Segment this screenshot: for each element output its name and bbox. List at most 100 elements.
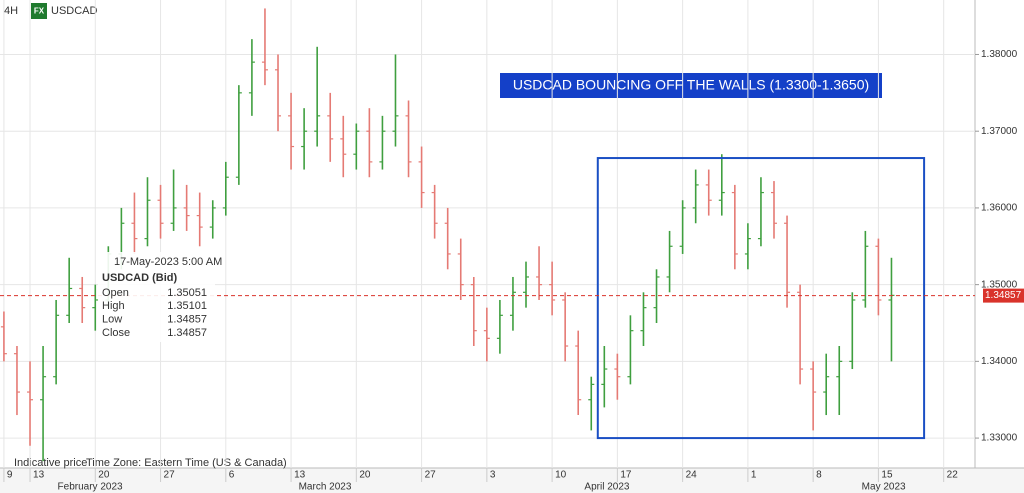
ohlc-bar bbox=[66, 257, 73, 323]
ohlc-bar bbox=[327, 92, 334, 162]
ohlc-bar bbox=[431, 184, 438, 239]
x-tick-label: 3 bbox=[490, 470, 496, 481]
ohlc-bar bbox=[418, 146, 425, 208]
ohlc-bar bbox=[248, 39, 255, 116]
ohlc-bar bbox=[0, 311, 7, 362]
symbol: USDCAD bbox=[51, 5, 98, 17]
ohlc-bar bbox=[509, 276, 516, 331]
range-box bbox=[596, 157, 926, 440]
ohlc-bar bbox=[366, 108, 373, 178]
x-tick-label: 15 bbox=[881, 470, 893, 481]
ohlc-bar bbox=[53, 299, 60, 385]
ohlc-bar bbox=[627, 315, 634, 385]
footer-note: Time Zone: Eastern Time (US & Canada) bbox=[86, 457, 287, 469]
ohlc-bar bbox=[496, 299, 503, 354]
y-tick-label: 1.33000 bbox=[981, 433, 1018, 444]
ohlc-bar bbox=[862, 230, 869, 308]
ohlc-bar bbox=[261, 8, 268, 86]
plot bbox=[0, 0, 975, 468]
ohlc-bar bbox=[836, 346, 843, 416]
x-tick-label: 27 bbox=[425, 470, 437, 481]
x-axis-band bbox=[0, 468, 1024, 493]
x-tick-label: 27 bbox=[164, 470, 176, 481]
ohlc-bar bbox=[718, 154, 725, 216]
ohlc-bar bbox=[679, 200, 686, 254]
ohlc-bar bbox=[314, 46, 321, 147]
ohlc-bar bbox=[770, 181, 777, 239]
tooltip: 17-May-2023 5:00 AM USDCAD (Bid) Open 1.350… bbox=[98, 252, 222, 342]
tooltip-value: 1.34857 bbox=[167, 327, 207, 339]
y-tick-label: 1.37000 bbox=[981, 126, 1018, 137]
ohlc-bar bbox=[144, 177, 151, 247]
tooltip-symbol: USDCAD (Bid) bbox=[102, 272, 177, 284]
ohlc-bar bbox=[483, 307, 490, 362]
x-tick-label: 20 bbox=[359, 470, 371, 481]
y-tick-label: 1.38000 bbox=[981, 49, 1018, 60]
ohlc-bar bbox=[705, 169, 712, 216]
month-label: April 2023 bbox=[584, 482, 629, 493]
ohlc-bar bbox=[757, 177, 764, 247]
month-label: May 2023 bbox=[862, 482, 906, 493]
ohlc-bar bbox=[731, 184, 738, 270]
x-tick-label: 1 bbox=[751, 470, 757, 481]
ohlc-bar bbox=[392, 54, 399, 147]
ohlc-bar bbox=[340, 115, 347, 178]
ohlc-bar bbox=[875, 238, 882, 316]
x-tick-label: 9 bbox=[7, 470, 13, 481]
x-tick-label: 6 bbox=[229, 470, 235, 481]
ohlc-bar bbox=[288, 92, 295, 170]
tooltip-date: 17-May-2023 5:00 AM bbox=[114, 256, 222, 268]
ohlc-bar bbox=[744, 223, 751, 270]
ohlc-bar bbox=[810, 361, 817, 431]
ohlc-bar bbox=[575, 330, 582, 416]
ohlc-bar bbox=[13, 346, 20, 416]
tooltip-label: High bbox=[102, 300, 125, 312]
ohlc-bar bbox=[79, 276, 86, 323]
ohlc-bar bbox=[601, 346, 608, 408]
x-tick-label: 22 bbox=[947, 470, 959, 481]
y-tick-label: 1.34000 bbox=[981, 356, 1018, 367]
annotation: USDCAD BOUNCING OFF THE WALLS (1.3300-1.… bbox=[513, 77, 869, 93]
ohlc-bar bbox=[40, 346, 47, 462]
x-tick-label: 10 bbox=[555, 470, 567, 481]
y-tick-label: 1.35000 bbox=[981, 279, 1018, 290]
ohlc-bar bbox=[131, 192, 138, 254]
fx-badge bbox=[31, 3, 47, 19]
ohlc-bar bbox=[849, 292, 856, 370]
ohlc-bar bbox=[562, 292, 569, 362]
ohlc-bar bbox=[170, 169, 177, 231]
ohlc-bar bbox=[379, 115, 386, 170]
last-price-label: 1.34857 bbox=[985, 290, 1022, 301]
tooltip-label: Low bbox=[102, 314, 122, 326]
tooltip-value: 1.34857 bbox=[167, 314, 207, 326]
annotation-box bbox=[500, 73, 882, 98]
ohlc-bar bbox=[405, 100, 412, 178]
ohlc-bar bbox=[614, 353, 621, 400]
x-tick-label: 13 bbox=[294, 470, 306, 481]
ohlc-bar bbox=[222, 161, 229, 216]
footer-note: Indicative price bbox=[14, 457, 87, 469]
timeframe: 4H bbox=[4, 5, 18, 17]
y-tick-label: 1.36000 bbox=[981, 203, 1018, 214]
ohlc-bar bbox=[536, 246, 543, 300]
ohlc-bar bbox=[784, 215, 791, 308]
tooltip-label: Open bbox=[102, 287, 129, 299]
ohlc-bar bbox=[275, 54, 282, 132]
month-label: February 2023 bbox=[58, 482, 123, 493]
ohlc-bar bbox=[653, 269, 660, 323]
tooltip-label: Close bbox=[102, 327, 130, 339]
ohlc-bar bbox=[640, 292, 647, 347]
ohlc-bar bbox=[549, 261, 556, 316]
ohlc-bar bbox=[27, 361, 34, 446]
last-price-box bbox=[983, 288, 1024, 303]
ohlc-bar bbox=[92, 284, 99, 331]
x-tick-label: 8 bbox=[816, 470, 822, 481]
ohlc-bar bbox=[157, 184, 164, 239]
ohlc-bar bbox=[444, 207, 451, 270]
x-tick-label: 13 bbox=[33, 470, 45, 481]
ohlc-bar bbox=[470, 276, 477, 347]
month-label: March 2023 bbox=[299, 482, 352, 493]
tooltip-box bbox=[98, 252, 215, 342]
tooltip-value: 1.35101 bbox=[167, 300, 207, 312]
